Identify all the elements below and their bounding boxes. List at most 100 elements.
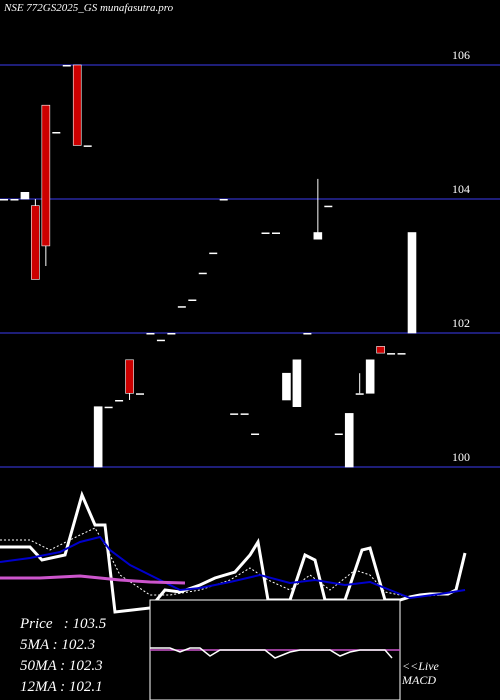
candle: [125, 359, 134, 400]
candle-body: [292, 359, 302, 407]
candle: [62, 65, 71, 67]
candle: [136, 393, 144, 395]
ma-blue-line: [0, 535, 466, 600]
stat-sep: :: [56, 679, 69, 695]
candle-body: [397, 353, 406, 355]
candle: [334, 433, 343, 435]
candle: [20, 192, 30, 200]
candle-body: [136, 393, 144, 395]
candle-body: [313, 232, 323, 240]
candle: [272, 232, 280, 234]
candle-body: [0, 199, 8, 201]
candle: [397, 353, 406, 355]
candle: [52, 132, 61, 134]
candle-body: [355, 393, 364, 395]
candle-body: [230, 413, 239, 415]
candle: [407, 232, 417, 334]
ma-dotted-line: [0, 527, 466, 598]
stat-price: Price : 103.5: [20, 614, 106, 635]
candle: [156, 339, 165, 342]
candle-body: [387, 353, 396, 355]
candle: [31, 199, 40, 280]
candles: [0, 64, 417, 468]
candle: [376, 346, 385, 354]
candle: [0, 199, 8, 201]
candle: [104, 406, 113, 409]
price-tick-labels: 100 102 104 106: [452, 48, 470, 464]
candle-body: [177, 306, 186, 308]
price-stats: Price : 103.5 5MA : 102.3 50MA : 102.3 1…: [20, 614, 106, 698]
candle-body: [334, 433, 343, 435]
candle-body: [407, 232, 417, 334]
macd-label: MACD: [402, 673, 436, 687]
tick-label-100: 100: [452, 450, 470, 464]
candle: [198, 272, 207, 275]
candle-body: [272, 232, 280, 234]
candle: [10, 199, 19, 201]
candle-body: [167, 333, 176, 335]
candle: [115, 400, 124, 402]
price-gridlines: [0, 64, 500, 468]
candle: [344, 413, 354, 468]
stat-sep: :: [56, 658, 69, 674]
stat-sep: :: [48, 637, 62, 653]
stat-price-value: 103.5: [72, 616, 107, 632]
candle-body: [198, 272, 207, 275]
stat-50ma-value: 102.3: [68, 658, 103, 674]
candle-body: [344, 413, 354, 468]
live-label: <<Live: [402, 659, 439, 673]
candle: [41, 104, 51, 266]
candle-body: [324, 205, 333, 208]
candle: [230, 413, 239, 415]
candle: [261, 232, 270, 234]
candle: [365, 359, 375, 394]
candle-body: [156, 339, 165, 342]
candle: [355, 373, 364, 395]
candle-body: [240, 413, 249, 415]
candle-body: [125, 359, 134, 394]
live-macd-label: <<Live MACD: [402, 659, 439, 687]
tick-label-104: 104: [452, 182, 470, 196]
macd-line: [150, 647, 393, 659]
tick-label-102: 102: [452, 316, 470, 330]
candle-body: [282, 372, 291, 401]
stat-12ma: 12MA : 102.1: [20, 677, 106, 698]
candle: [188, 299, 197, 301]
candle-body: [115, 400, 124, 402]
candle-body: [365, 359, 375, 394]
ma-purple-line: [0, 574, 186, 585]
stat-5ma-value: 102.3: [61, 637, 96, 653]
stat-5ma: 5MA : 102.3: [20, 635, 106, 656]
candle-body: [72, 64, 82, 146]
candle-body: [261, 232, 270, 234]
candle-body: [303, 333, 312, 335]
candle-body: [41, 104, 51, 247]
candle-body: [83, 145, 92, 147]
candle-body: [20, 192, 30, 200]
candle-body: [376, 346, 385, 354]
stat-12ma-label: 12MA: [20, 679, 57, 695]
candle: [324, 205, 333, 208]
candle: [167, 333, 176, 335]
indicator-panel: [0, 490, 467, 614]
candle: [303, 333, 312, 335]
candle: [93, 406, 103, 468]
stat-50ma: 50MA : 102.3: [20, 656, 106, 677]
candle-body: [62, 65, 71, 67]
candle: [177, 306, 186, 308]
candle: [83, 145, 92, 147]
candle: [240, 413, 249, 415]
candle-body: [93, 406, 103, 468]
candle-body: [52, 132, 61, 134]
stat-50ma-label: 50MA: [20, 658, 57, 674]
stat-price-label: Price: [20, 616, 53, 632]
stat-12ma-value: 102.1: [68, 679, 103, 695]
macd-panel: [149, 599, 401, 700]
candle: [282, 372, 291, 401]
candle: [209, 252, 218, 255]
candle: [313, 178, 323, 240]
tick-label-106: 106: [452, 48, 470, 62]
candle-body: [104, 406, 113, 409]
candle: [387, 353, 396, 355]
candle-body: [209, 252, 218, 255]
